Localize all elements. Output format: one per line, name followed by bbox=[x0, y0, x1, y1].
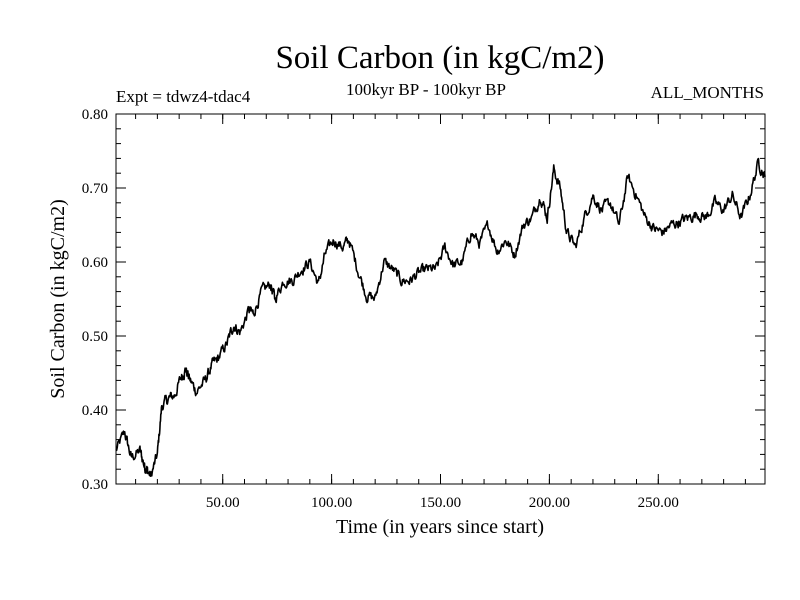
x-tick-label: 100.00 bbox=[311, 495, 352, 511]
minor-ticks bbox=[116, 114, 765, 484]
y-tick-label: 0.80 bbox=[82, 107, 108, 123]
y-tick-label: 0.50 bbox=[82, 329, 108, 345]
series-line-soil-carbon bbox=[115, 157, 766, 478]
experiment-label: Expt = tdwz4-tdac4 bbox=[116, 87, 251, 106]
x-axis-title: Time (in years since start) bbox=[336, 516, 544, 538]
chart-title: Soil Carbon (in kgC/m2) bbox=[275, 40, 605, 76]
y-tick-label: 0.30 bbox=[82, 477, 108, 493]
x-tick-label: 50.00 bbox=[206, 495, 240, 511]
months-label: ALL_MONTHS bbox=[650, 83, 764, 102]
y-tick-label: 0.40 bbox=[82, 403, 108, 419]
period-label: 100kyr BP - 100kyr BP bbox=[346, 80, 506, 99]
y-axis-title: Soil Carbon (in kgC/m2) bbox=[47, 199, 69, 398]
tick-labels: 50.00 100.00 150.00 200.00 250.00 0.30 0.40 0.5… bbox=[82, 107, 679, 511]
plot-frame bbox=[115, 113, 766, 485]
x-tick-label: 200.00 bbox=[529, 495, 570, 511]
x-tick-label: 250.00 bbox=[638, 495, 679, 511]
y-tick-label: 0.60 bbox=[82, 255, 108, 271]
y-tick-label: 0.70 bbox=[82, 181, 108, 197]
series-layer bbox=[115, 157, 766, 478]
major-ticks bbox=[116, 113, 765, 485]
x-tick-label: 150.00 bbox=[420, 495, 461, 511]
